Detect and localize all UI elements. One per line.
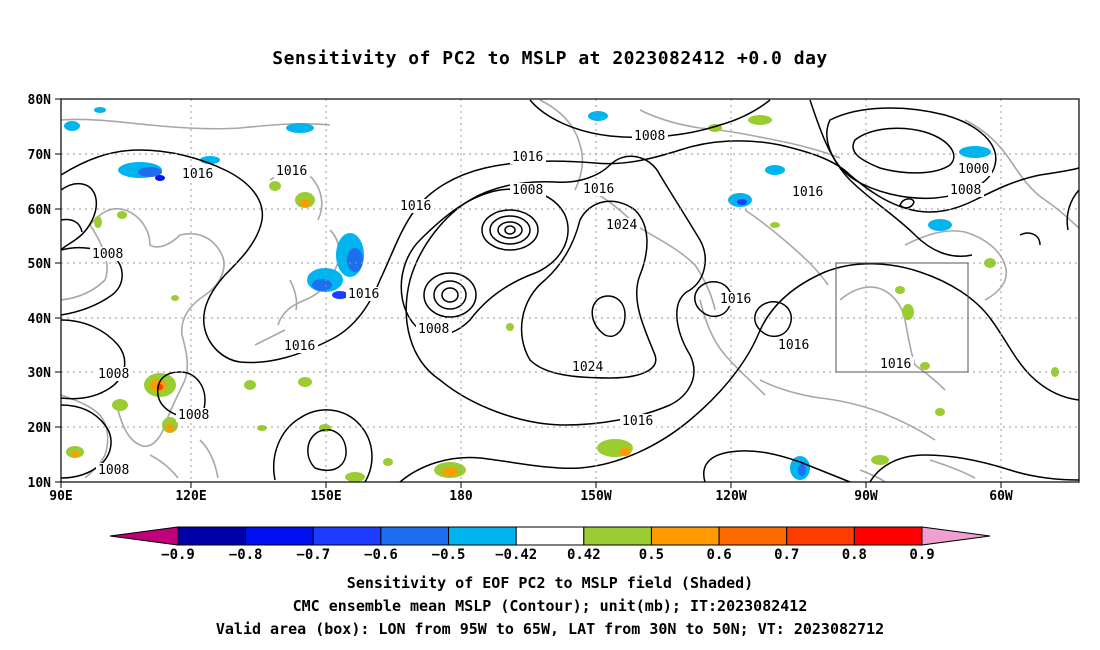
chart-title: Sensitivity of PC2 to MSLP at 2023082412…	[272, 48, 828, 69]
colorbar-cell	[853, 526, 923, 546]
colorbar-label: −0.6	[364, 547, 398, 563]
contour-label: 1008	[634, 129, 665, 144]
contour-label: 1024	[572, 360, 603, 375]
caption-line-1: Sensitivity of EOF PC2 to MSLP field (Sh…	[346, 574, 754, 592]
lat-label: 60N	[28, 203, 52, 218]
contour-label: 1016	[400, 199, 431, 214]
lat-label: 20N	[28, 421, 52, 436]
colorbar-label: −0.5	[432, 547, 466, 563]
contour-label: 1008	[98, 463, 129, 478]
colorbar-cell	[245, 526, 314, 546]
shaded-sensitivity	[64, 107, 1059, 482]
contour-label: 1016	[583, 182, 614, 197]
lon-label: 90W	[854, 489, 878, 504]
colorbar-labels: −0.9 −0.8 −0.7 −0.6 −0.5 −0.42 0.42 0.5 0.6 0.7 0.…	[161, 547, 935, 563]
colorbar-cell	[786, 526, 855, 546]
colorbar-label: −0.9	[161, 547, 195, 563]
contour-label: 1016	[778, 338, 809, 353]
colorbar-label: 0.5	[639, 547, 664, 563]
colorbar-low-end	[109, 526, 179, 546]
lat-label: 70N	[28, 148, 52, 163]
colorbar-cell	[312, 526, 382, 546]
contour-label: 1008	[950, 183, 981, 198]
lon-label: 120E	[175, 489, 206, 504]
contour-label: 1008	[418, 322, 449, 337]
contour-label: 1016	[512, 150, 543, 165]
lon-label: 180	[449, 489, 473, 504]
contour-label: 1016	[880, 357, 911, 372]
contour-label: 1016	[622, 414, 653, 429]
contour-label: 1024	[606, 218, 637, 233]
colorbar-cell	[380, 526, 450, 546]
lat-label: 10N	[28, 476, 52, 491]
colorbar-label: −0.8	[229, 547, 263, 563]
contour-label: 1016	[276, 164, 307, 179]
colorbar-cell	[177, 526, 247, 546]
lon-label: 60W	[989, 489, 1013, 504]
lat-axis-labels: 80N 70N 60N 50N 40N 30N 20N 10N	[28, 93, 52, 491]
lon-label: 150E	[310, 489, 341, 504]
graticule	[61, 99, 1079, 482]
contour-label: 1008	[178, 408, 209, 423]
lon-label: 90E	[49, 489, 72, 504]
lat-label: 50N	[28, 257, 52, 272]
colorbar-label: 0.42	[567, 547, 601, 563]
contour-label: 1016	[792, 185, 823, 200]
colorbar-label: 0.9	[909, 547, 934, 563]
colorbar-cell	[448, 526, 517, 546]
colorbar-cell	[650, 526, 720, 546]
contour-label: 1000	[958, 162, 989, 177]
colorbar-label: 0.6	[706, 547, 731, 563]
contour-label: 1008	[92, 247, 123, 262]
lat-label: 30N	[28, 366, 52, 381]
colorbar-cell	[515, 526, 585, 546]
lat-label: 80N	[28, 93, 52, 108]
coastlines	[60, 99, 1080, 483]
colorbar-label: 0.8	[842, 547, 867, 563]
colorbar-cell	[583, 526, 652, 546]
contour-label: 1016	[348, 287, 379, 302]
contour-label: 1008	[512, 183, 543, 198]
lon-axis-labels: 90E 120E 150E 180 150W 120W 90W 60W	[49, 489, 1013, 504]
caption-line-3: Valid area (box): LON from 95W to 65W, L…	[215, 620, 885, 638]
colorbar-label: 0.7	[774, 547, 799, 563]
colorbar-cell	[718, 526, 788, 546]
lon-label: 120W	[715, 489, 746, 504]
contour-label: 1016	[720, 292, 751, 307]
contour-label-group: 1008 1016 1016 1016 1016 1008 1016 1016 …	[90, 129, 992, 478]
colorbar-cells	[177, 526, 923, 546]
contour-label: 1008	[98, 367, 129, 382]
map-panel: 1008 1016 1016 1016 1016 1008 1016 1016 …	[55, 98, 1080, 488]
valid-area-box	[835, 262, 969, 373]
colorbar-label: −0.7	[296, 547, 330, 563]
lon-label: 150W	[580, 489, 611, 504]
caption-line-2: CMC ensemble mean MSLP (Contour); unit(m…	[292, 597, 808, 615]
colorbar: −0.9 −0.8 −0.7 −0.6 −0.5 −0.42 0.42 0.5 0.6 0.7 0.…	[109, 526, 991, 563]
colorbar-high-end	[921, 526, 991, 546]
lat-label: 40N	[28, 312, 52, 327]
contour-label: 1016	[182, 167, 213, 182]
contour-label: 1016	[284, 339, 315, 354]
colorbar-label: −0.42	[495, 547, 537, 563]
